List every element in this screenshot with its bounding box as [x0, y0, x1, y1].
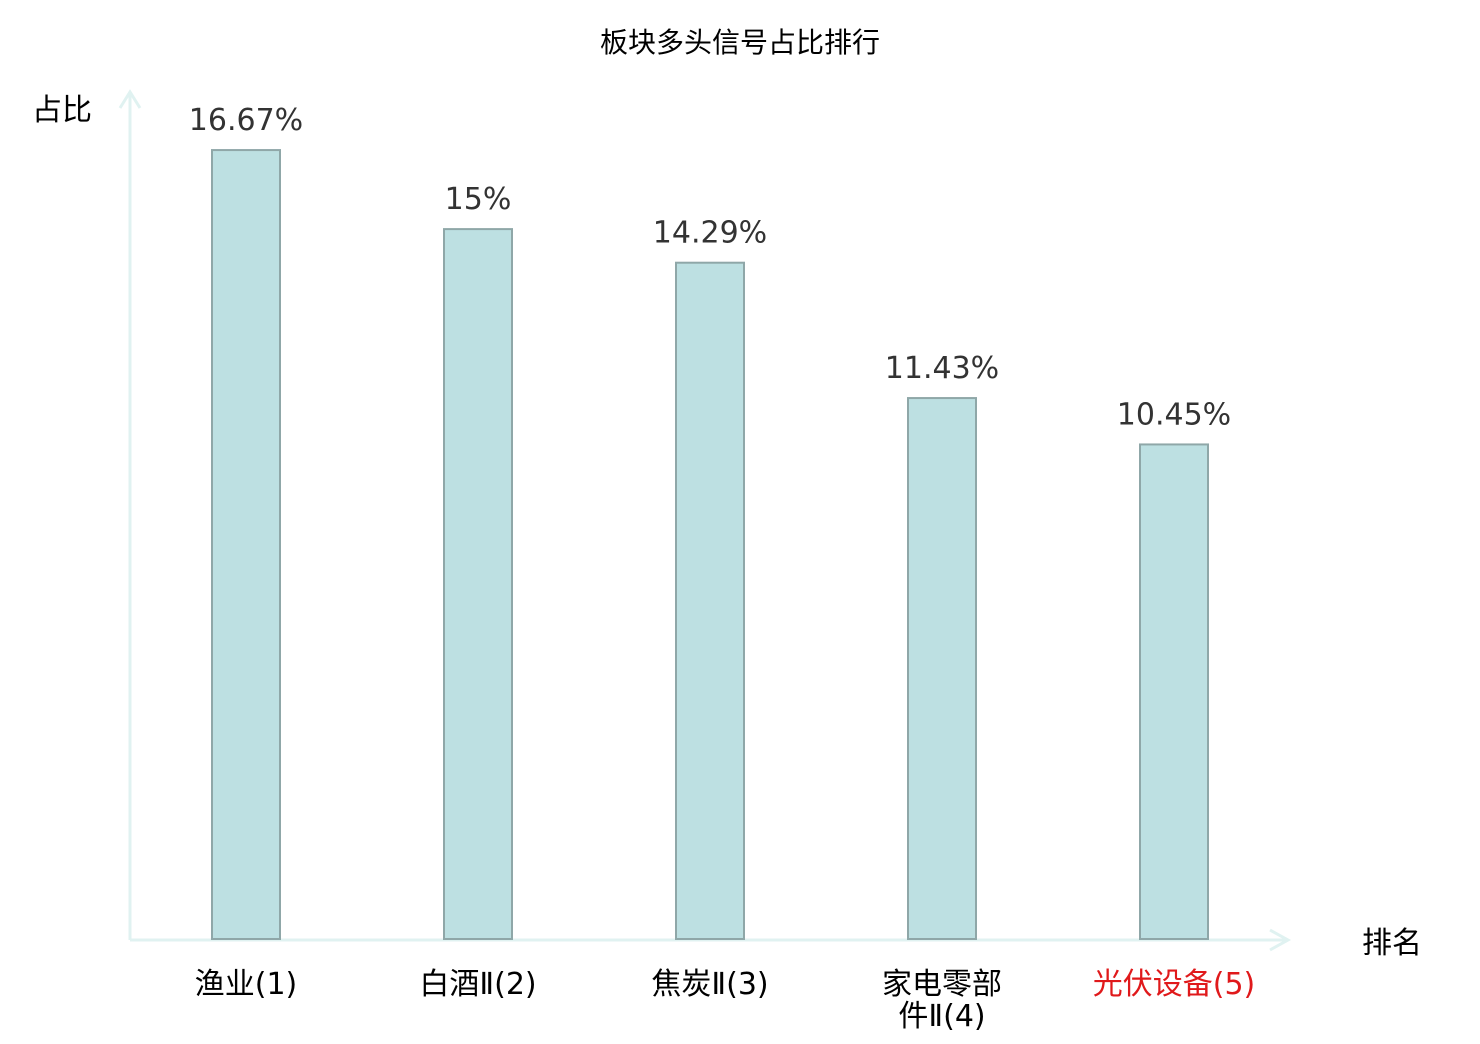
value-label: 10.45%	[1117, 397, 1231, 432]
bar	[211, 149, 281, 940]
category-label-line: 件Ⅱ(4)	[898, 999, 985, 1034]
y-axis-arrow-icon	[118, 89, 142, 109]
x-axis-arrow-icon	[1269, 928, 1292, 952]
bar	[1139, 443, 1209, 940]
category-label: 家电零部件Ⅱ(4)	[882, 967, 1002, 1034]
value-label: 16.67%	[189, 103, 303, 138]
bar	[675, 261, 745, 940]
category-label-line: 焦炭Ⅱ(3)	[651, 967, 768, 1002]
category-label: 焦炭Ⅱ(3)	[651, 967, 768, 1002]
category-label: 光伏设备(5)	[1093, 967, 1256, 1002]
value-labels-group: 16.67% 15% 14.29% 11.43% 10.45%	[189, 103, 1231, 432]
value-label: 11.43%	[885, 351, 999, 386]
category-label-line: 白酒Ⅱ(2)	[419, 967, 536, 1002]
bars-group	[211, 149, 1209, 940]
category-label: 渔业(1)	[195, 967, 298, 1002]
value-label: 14.29%	[653, 216, 767, 251]
category-label-line: 渔业(1)	[195, 967, 298, 1002]
y-axis-label: 占比	[32, 93, 92, 128]
x-axis-label: 排名	[1362, 926, 1422, 961]
category-label-line: 家电零部	[882, 967, 1002, 1002]
category-label: 白酒Ⅱ(2)	[419, 967, 536, 1002]
bar	[443, 228, 513, 940]
bar	[907, 397, 977, 940]
category-label-line: 光伏设备(5)	[1093, 967, 1256, 1002]
category-labels-group: 渔业(1) 白酒Ⅱ(2) 焦炭Ⅱ(3) 家电零部件Ⅱ(4) 光伏设备(5)	[195, 967, 1256, 1034]
chart-title: 板块多头信号占比排行	[600, 26, 880, 59]
value-label: 15%	[445, 182, 512, 217]
